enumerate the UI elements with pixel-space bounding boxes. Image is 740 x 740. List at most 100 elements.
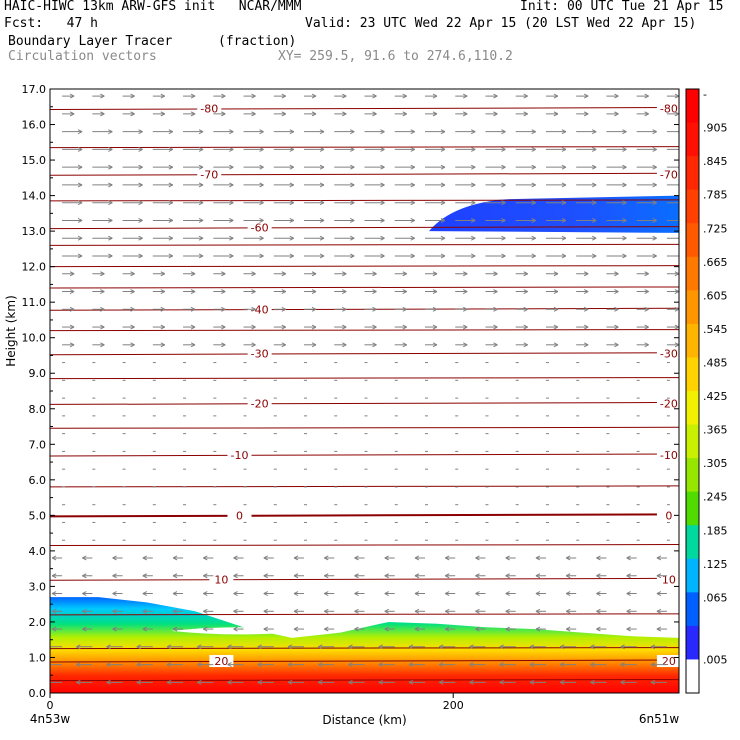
contour-label: -70 <box>660 168 678 181</box>
circulation-vector <box>122 271 135 277</box>
circulation-vector <box>293 626 305 632</box>
circulation-vector <box>263 591 274 596</box>
circulation-vector <box>304 324 317 330</box>
circulation-vector <box>424 129 446 135</box>
circulation-vector <box>545 342 559 348</box>
circulation-vector <box>666 342 679 348</box>
circulation-vector <box>545 218 567 223</box>
circulation-vector <box>122 129 143 135</box>
circulation-vector <box>122 111 135 117</box>
circulation-vector <box>106 662 123 668</box>
contour-label-bg <box>656 573 679 586</box>
circulation-vector <box>455 306 468 312</box>
circulation-vector <box>172 591 184 596</box>
circulation-vector <box>535 608 546 614</box>
circulation-vector <box>364 164 385 170</box>
circulation-vector <box>142 626 153 632</box>
circulation-vector <box>515 93 528 99</box>
circulation-vector <box>606 200 627 206</box>
circulation-vector <box>576 235 597 241</box>
circulation-vector <box>666 219 679 221</box>
circulation-vector <box>304 289 317 294</box>
contour-label-bg <box>656 397 679 410</box>
colorbar-swatch <box>686 122 699 157</box>
temperature-contour <box>50 243 679 246</box>
circulation-vector <box>636 200 657 206</box>
circulation-vector <box>112 608 123 614</box>
x-tick-label: 200 <box>443 699 464 712</box>
circulation-vector <box>576 93 589 99</box>
circulation-vector <box>364 129 385 135</box>
circulation-vector <box>515 306 528 312</box>
circulation-vector <box>485 218 506 223</box>
y-tick-label: 10.0 <box>22 332 47 345</box>
temperature-contour <box>50 544 679 547</box>
circulation-vector <box>213 306 226 312</box>
circulation-vector <box>384 608 395 614</box>
circulation-vector <box>559 644 577 650</box>
contour-label-bg <box>656 168 679 181</box>
circulation-vector <box>82 555 93 561</box>
circulation-vector <box>183 342 196 348</box>
contour-label: -80 <box>200 103 218 116</box>
circulation-vector <box>203 591 214 596</box>
circulation-vector <box>455 235 476 241</box>
circulation-vector <box>334 182 355 188</box>
circulation-vector <box>152 93 166 99</box>
contour-label-bg <box>247 347 272 360</box>
circulation-vector <box>394 182 415 188</box>
circulation-vector <box>515 129 536 135</box>
circulation-vector <box>122 342 135 348</box>
circulation-vector <box>475 608 486 614</box>
circulation-vector <box>82 608 93 614</box>
circulation-vector <box>455 164 476 170</box>
circulation-vector <box>650 679 667 685</box>
circulation-vector <box>51 626 63 632</box>
circulation-vector <box>287 662 305 668</box>
circulation-vector <box>636 164 657 170</box>
temperature-contour <box>50 453 679 457</box>
circulation-vector <box>136 679 153 685</box>
circulation-vector <box>515 182 536 188</box>
circulation-vector <box>485 289 498 294</box>
circulation-vector <box>354 555 365 561</box>
colorbar-label: .665 <box>703 256 728 269</box>
circulation-vector <box>76 679 93 685</box>
circulation-vector <box>348 679 365 685</box>
colorbar-swatch <box>686 256 699 291</box>
colorbar-swatch <box>686 156 699 191</box>
colorbar-label: .065 <box>703 591 728 604</box>
circulation-vector <box>263 608 274 614</box>
circulation-vector <box>666 271 679 277</box>
circulation-vector <box>576 111 589 117</box>
circulation-vector <box>408 644 425 650</box>
circulation-vector <box>106 644 123 650</box>
circulation-vector <box>424 253 446 259</box>
circulation-vector <box>535 591 546 596</box>
y-tick-label: 15.0 <box>22 154 47 167</box>
circulation-vector <box>334 235 355 241</box>
circulation-vector <box>122 200 143 206</box>
circulation-vector <box>92 93 105 99</box>
temperature-contour <box>50 377 679 380</box>
circulation-vector <box>666 111 679 117</box>
circulation-vector <box>606 342 619 348</box>
circulation-vector <box>576 164 597 170</box>
circulation-vector <box>273 253 295 259</box>
circulation-vector <box>112 573 123 579</box>
circulation-vector <box>92 164 113 170</box>
circulation-vector <box>318 679 335 685</box>
circulation-vector <box>304 93 317 99</box>
contour-label: 10 <box>662 573 676 586</box>
circulation-vector <box>92 342 105 348</box>
circulation-vector <box>438 662 456 668</box>
temperature-contour <box>50 286 679 289</box>
colorbar-label: .845 <box>703 155 728 168</box>
circulation-vector <box>92 324 105 330</box>
circulation-vector <box>304 182 325 188</box>
circulation-vector <box>213 146 234 152</box>
circulation-vector <box>82 591 93 596</box>
circulation-vector <box>334 111 347 117</box>
temperature-contour <box>50 329 679 332</box>
circulation-vector <box>324 591 335 596</box>
